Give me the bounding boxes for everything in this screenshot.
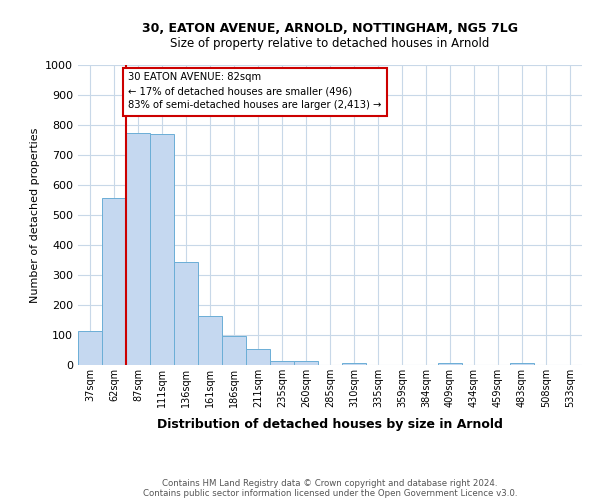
Text: Contains public sector information licensed under the Open Government Licence v3: Contains public sector information licen… — [143, 488, 517, 498]
Bar — [198, 316, 222, 365]
Text: Contains HM Land Registry data © Crown copyright and database right 2024.: Contains HM Land Registry data © Crown c… — [162, 478, 498, 488]
Text: Size of property relative to detached houses in Arnold: Size of property relative to detached ho… — [170, 38, 490, 51]
Y-axis label: Number of detached properties: Number of detached properties — [29, 128, 40, 302]
X-axis label: Distribution of detached houses by size in Arnold: Distribution of detached houses by size … — [157, 418, 503, 432]
Bar — [270, 360, 294, 365]
Bar — [174, 262, 198, 365]
Bar — [246, 349, 270, 365]
Bar — [102, 198, 126, 365]
Bar — [78, 332, 102, 365]
Text: 30 EATON AVENUE: 82sqm
← 17% of detached houses are smaller (496)
83% of semi-de: 30 EATON AVENUE: 82sqm ← 17% of detached… — [128, 72, 382, 110]
Bar — [342, 362, 366, 365]
Bar — [150, 134, 174, 365]
Bar — [126, 132, 150, 365]
Bar — [510, 362, 534, 365]
Bar — [438, 363, 462, 365]
Bar — [294, 361, 318, 365]
Text: 30, EATON AVENUE, ARNOLD, NOTTINGHAM, NG5 7LG: 30, EATON AVENUE, ARNOLD, NOTTINGHAM, NG… — [142, 22, 518, 36]
Bar — [222, 336, 246, 365]
